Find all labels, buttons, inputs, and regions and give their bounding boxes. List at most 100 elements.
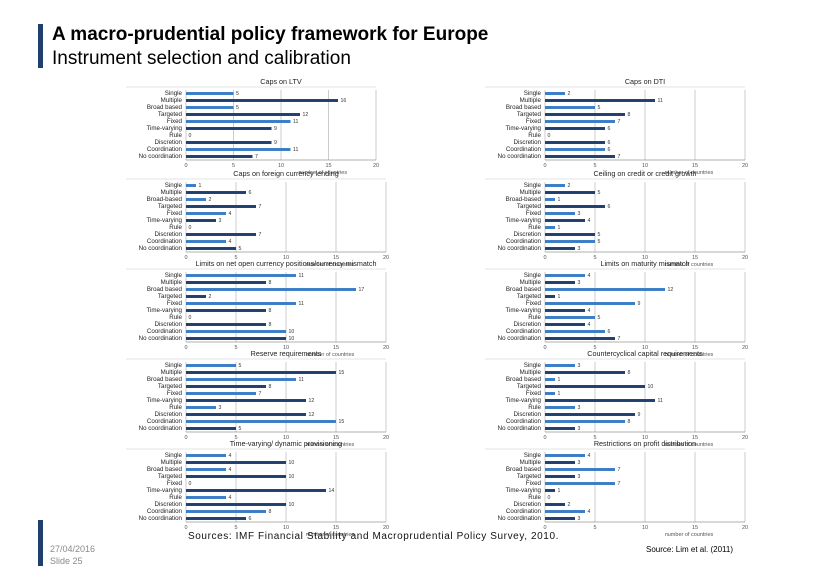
category-label: Multiple — [520, 459, 542, 466]
bar — [545, 371, 625, 374]
data-label: 5 — [598, 239, 601, 245]
data-label: 3 — [219, 405, 222, 411]
category-label: Coordination — [506, 238, 542, 245]
category-label: Targeted — [158, 293, 183, 300]
bar — [545, 198, 555, 201]
category-label: Single — [165, 90, 183, 97]
category-label: Fixed — [526, 480, 542, 487]
chart-title: Limits on net open currency positions/cu… — [196, 259, 377, 268]
bar — [186, 212, 226, 215]
tick-label: 20 — [373, 163, 379, 169]
category-label: Single — [165, 452, 183, 459]
tick-label: 10 — [642, 345, 648, 351]
bar — [545, 337, 615, 340]
bar — [545, 461, 575, 464]
bar — [545, 316, 595, 319]
category-label: Broad based — [147, 466, 183, 473]
bar — [545, 205, 605, 208]
data-label: 4 — [229, 239, 232, 245]
category-label: Targeted — [517, 473, 542, 480]
tick-label: 20 — [383, 345, 389, 351]
bar — [186, 371, 336, 374]
chart-title: Caps on LTV — [260, 77, 302, 86]
title-accent-bar — [38, 24, 43, 68]
bar — [186, 274, 296, 277]
chart-title: Restrictions on profit distribution — [594, 439, 696, 448]
category-label: Rule — [169, 224, 182, 231]
tick-label: 0 — [184, 345, 187, 351]
tick-label: 0 — [543, 345, 546, 351]
data-label: 3 — [578, 426, 581, 432]
category-label: Fixed — [526, 118, 542, 125]
category-label: No coordination — [139, 245, 183, 252]
bar — [186, 302, 296, 305]
data-label: 3 — [219, 218, 222, 224]
source-reference: Source: Lim et al. (2011) — [646, 545, 734, 554]
bar — [186, 205, 256, 208]
tick-label: 0 — [184, 255, 187, 261]
bar — [186, 468, 226, 471]
category-label: Time-varying — [146, 125, 182, 132]
bar — [186, 378, 296, 381]
data-label: 16 — [341, 98, 347, 104]
category-label: Fixed — [167, 300, 183, 307]
bar — [186, 406, 216, 409]
data-label: 6 — [249, 190, 252, 196]
data-label: 8 — [628, 112, 631, 118]
bar — [545, 399, 655, 402]
category-label: No coordination — [498, 425, 542, 432]
category-label: Single — [524, 182, 542, 189]
data-label: 0 — [548, 133, 551, 139]
data-label: 5 — [236, 105, 239, 111]
category-label: Discretion — [513, 231, 541, 238]
data-label: 5 — [598, 315, 601, 321]
bar — [186, 127, 272, 130]
tick-label: 15 — [692, 435, 698, 441]
tick-label: 20 — [742, 345, 748, 351]
category-label: Time-varying — [505, 487, 541, 494]
tick-label: 5 — [234, 525, 237, 531]
page-title: A macro-prudential policy framework for … — [52, 24, 489, 45]
tick-label: 5 — [593, 435, 596, 441]
bar — [186, 330, 286, 333]
category-label: Rule — [528, 132, 541, 139]
chart-title: Caps on foreign currency lending — [233, 169, 338, 178]
category-label: Fixed — [167, 390, 183, 397]
tick-label: 15 — [692, 163, 698, 169]
category-label: Fixed — [167, 480, 183, 487]
data-label: 10 — [289, 502, 295, 508]
chart-title: Time-varying/ dynamic provisioning — [230, 439, 342, 448]
bar — [186, 155, 253, 158]
category-label: Multiple — [520, 279, 542, 286]
bar — [545, 323, 585, 326]
tick-label: 5 — [234, 255, 237, 261]
category-label: No coordination — [498, 245, 542, 252]
tick-label: 15 — [692, 525, 698, 531]
tick-label: 20 — [383, 255, 389, 261]
category-label: Time-varying — [146, 397, 182, 404]
category-label: Broad based — [506, 104, 542, 111]
category-label: Multiple — [520, 369, 542, 376]
category-label: Broad based — [506, 286, 542, 293]
tick-label: 10 — [278, 163, 284, 169]
data-label: 6 — [608, 329, 611, 335]
data-label: 4 — [588, 308, 591, 314]
category-label: Rule — [169, 132, 182, 139]
data-label: 10 — [648, 384, 654, 390]
data-label: 5 — [239, 363, 242, 369]
bar — [545, 127, 605, 130]
category-label: Discretion — [154, 501, 182, 508]
category-label: Discretion — [513, 501, 541, 508]
bar — [545, 219, 585, 222]
bar — [545, 240, 595, 243]
category-label: Single — [165, 362, 183, 369]
category-label: Multiple — [161, 189, 183, 196]
x-axis-label: number of countries — [306, 532, 355, 538]
page-subtitle: Instrument selection and calibration — [52, 48, 351, 69]
category-label: Targeted — [158, 111, 183, 118]
category-label: No coordination — [498, 335, 542, 342]
sources-note: Sources: IMF Financial Stability and Mac… — [188, 531, 559, 542]
category-label: Multiple — [161, 97, 183, 104]
